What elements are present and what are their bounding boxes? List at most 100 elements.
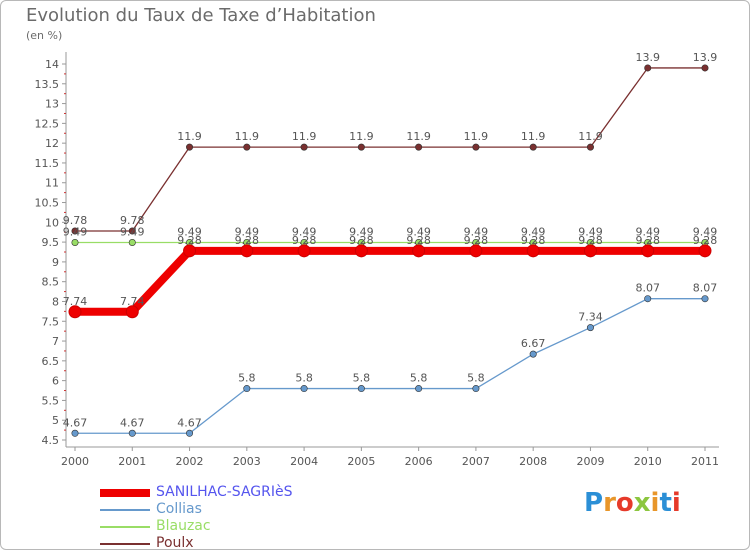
legend-swatch: [100, 543, 150, 545]
data-label: 9.49: [635, 226, 660, 239]
x-tick-label: 2000: [61, 455, 89, 468]
data-point: [469, 244, 483, 258]
x-tick-label: 2006: [405, 455, 433, 468]
data-label: 11.9: [521, 130, 546, 143]
data-point: [128, 227, 136, 235]
x-tick-label: 2008: [519, 455, 547, 468]
data-point: [529, 350, 537, 358]
data-label: 9.28: [521, 234, 546, 247]
logo-letter: i: [650, 488, 660, 518]
data-label: 9.49: [177, 226, 202, 239]
data-point: [583, 244, 597, 258]
data-label: 9.49: [464, 226, 489, 239]
data-label: 9.28: [406, 234, 431, 247]
logo-letter: i: [671, 488, 681, 518]
data-point: [243, 143, 251, 151]
data-point: [472, 143, 480, 151]
y-tick-label: 13.5: [35, 78, 60, 91]
data-point: [357, 143, 365, 151]
data-label: 9.28: [292, 234, 317, 247]
data-point: [71, 429, 79, 437]
data-point: [641, 244, 655, 258]
y-tick-label: 7.5: [42, 315, 60, 328]
data-point: [300, 143, 308, 151]
data-point: [300, 385, 308, 393]
y-tick-label: 9: [52, 256, 59, 269]
y-tick-label: 11: [45, 177, 59, 190]
x-tick-label: 2009: [576, 455, 604, 468]
data-label: 9.28: [693, 234, 718, 247]
x-tick-label: 2001: [118, 455, 146, 468]
y-tick-label: 4.5: [42, 434, 60, 447]
y-tick-label: 12: [45, 137, 59, 150]
data-label: 9.78: [120, 214, 145, 227]
data-label: 9.49: [578, 226, 603, 239]
data-label: 11.9: [578, 130, 603, 143]
data-point: [183, 244, 197, 258]
data-label: 5.8: [353, 372, 371, 385]
y-tick-label: 14: [45, 58, 59, 71]
y-tick-label: 8.5: [42, 276, 60, 289]
y-tick-label: 6.5: [42, 355, 60, 368]
data-label: 9.28: [349, 234, 374, 247]
data-point: [243, 385, 251, 393]
series-line-3: [75, 67, 705, 232]
legend-swatch: [100, 489, 150, 497]
y-tick-label: 12.5: [35, 117, 60, 130]
data-label: 9.49: [235, 226, 260, 239]
legend-label: SANILHAC-SAGRIèS: [156, 484, 293, 500]
x-tick-label: 2010: [634, 455, 662, 468]
logo-letter: o: [615, 488, 634, 518]
data-label: 9.28: [235, 234, 260, 247]
y-tick-label: 8: [52, 295, 59, 308]
data-label: 9.28: [464, 234, 489, 247]
legend-label: Blauzac: [156, 518, 211, 534]
data-label: 13.9: [693, 51, 718, 64]
data-label: 9.49: [120, 226, 145, 239]
data-label: 11.9: [406, 130, 431, 143]
data-point: [412, 244, 426, 258]
data-label: 11.9: [177, 130, 202, 143]
x-tick-label: 2003: [233, 455, 261, 468]
data-label: 5.8: [295, 372, 313, 385]
data-label: 11.9: [292, 130, 317, 143]
x-tick-label: 2005: [347, 455, 375, 468]
data-point: [701, 295, 709, 303]
y-tick-label: 13: [45, 98, 59, 111]
logo-letter: P: [584, 488, 604, 518]
data-label: 4.67: [63, 416, 88, 429]
data-point: [357, 385, 365, 393]
data-point: [644, 64, 652, 72]
data-label: 11.9: [235, 130, 260, 143]
data-point: [68, 305, 82, 319]
legend-label: Collias: [156, 501, 202, 517]
data-point: [186, 143, 194, 151]
data-point: [415, 385, 423, 393]
data-label: 9.49: [521, 226, 546, 239]
y-tick-label: 7: [52, 335, 59, 348]
data-point: [526, 244, 540, 258]
y-tick-label: 10: [45, 216, 59, 229]
y-tick-label: 10.5: [35, 197, 60, 210]
data-point: [128, 429, 136, 437]
data-label: 9.28: [177, 234, 202, 247]
proxiti-logo: Proxiti: [584, 488, 681, 518]
data-point: [71, 227, 79, 235]
legend-label: Poulx: [156, 535, 194, 551]
data-label: 5.8: [238, 372, 256, 385]
data-label: 5.8: [410, 372, 428, 385]
y-tick-label: 9.5: [42, 236, 60, 249]
data-label: 9.49: [292, 226, 317, 239]
data-point: [472, 385, 480, 393]
chart-title: Evolution du Taux de Taxe d’Habitation: [26, 5, 376, 26]
data-label: 9.28: [578, 234, 603, 247]
data-label: 5.8: [467, 372, 485, 385]
y-tick-label: 6: [52, 375, 59, 388]
data-label: 9.49: [693, 226, 718, 239]
data-point: [698, 244, 712, 258]
y-tick-label: 5: [52, 414, 59, 427]
data-point: [701, 64, 709, 72]
series-line-0: [75, 246, 705, 316]
